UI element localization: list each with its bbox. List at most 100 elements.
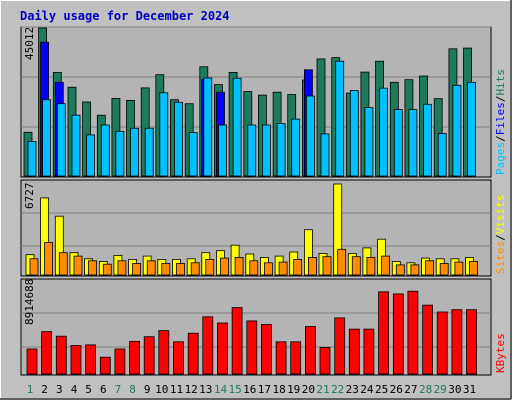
sites-bar [102, 263, 112, 276]
kbytes-bar [231, 307, 243, 375]
sites-bar [278, 261, 288, 276]
day-label: 17 [258, 383, 271, 396]
kbytes-bar [363, 328, 375, 375]
day-label: 31 [463, 383, 476, 396]
visits-ymax-label: 6727 [23, 183, 36, 210]
legend-hits: Hits [494, 69, 507, 96]
pages-bar [86, 134, 95, 177]
visits-bars [25, 183, 478, 276]
day-label: 24 [360, 383, 374, 396]
pages-bar [261, 124, 271, 177]
pages-bar [364, 107, 374, 177]
pages-bar [408, 109, 418, 177]
sites-bar [58, 252, 68, 276]
legend-kbytes: KBytes [494, 333, 507, 373]
day-label: 3 [56, 383, 63, 396]
pages-bar [56, 103, 66, 177]
sites-bar [161, 263, 171, 276]
sites-bar [73, 255, 83, 276]
pages-bar [276, 123, 286, 177]
kbytes-bar [217, 322, 228, 375]
kbytes-bar [260, 324, 272, 375]
kbytes-bar [334, 317, 346, 375]
pages-bar [27, 141, 37, 177]
kbytes-bar [143, 336, 155, 375]
pages-bar [188, 132, 198, 177]
kbytes-bar [187, 332, 199, 375]
pages-bar [379, 87, 389, 177]
day-label: 22 [331, 383, 344, 396]
day-label: 21 [316, 383, 329, 396]
sites-bar [322, 256, 332, 276]
pages-bar [349, 90, 359, 177]
pages-bar [247, 124, 257, 177]
day-label: 27 [404, 383, 417, 396]
pages-bar [452, 84, 462, 177]
hits-bars [23, 27, 476, 177]
sites-bar [117, 260, 127, 276]
kbytes-bar [319, 347, 331, 375]
kbytes-legend: KBytes [494, 333, 507, 373]
day-label: 30 [448, 383, 461, 396]
kbytes-ymax-label: 8914688 [23, 279, 36, 325]
svg-text:KBytes: KBytes [494, 333, 507, 373]
pages-bar [144, 127, 154, 177]
day-label: 14 [214, 383, 228, 396]
day-label: 16 [243, 383, 256, 396]
pages-bar [174, 101, 183, 177]
day-label: 8 [129, 383, 136, 396]
x-axis-labels: 1 2 3 4 5 6 7 8 9 10 11 12 13 14 15 16 17 18 19 20 21 22 23 24 2… [27, 383, 476, 396]
day-label: 19 [287, 383, 300, 396]
sites-bar [176, 263, 185, 276]
day-label: 9 [144, 383, 151, 396]
kbytes-bar [290, 341, 302, 375]
day-label: 28 [419, 383, 432, 396]
pages-bar [305, 95, 315, 177]
pages-bar [218, 124, 227, 177]
day-label: 26 [390, 383, 403, 396]
pages-bar [203, 77, 213, 177]
kbytes-bar [173, 341, 184, 375]
kbytes-bar [114, 348, 126, 375]
sites-bar [249, 260, 259, 276]
pages-bar [423, 103, 433, 177]
visits-panel: 6727 Sites/Visits [20, 179, 507, 277]
kbytes-bar [407, 290, 419, 375]
day-label: 6 [100, 383, 107, 396]
legend-visits: Visits [494, 195, 507, 235]
pages-bar [467, 81, 476, 177]
kbytes-bar [70, 344, 82, 375]
kbytes-bar [85, 344, 96, 375]
sites-bar [205, 258, 215, 276]
kbytes-bar [202, 316, 214, 375]
day-label: 25 [375, 383, 388, 396]
kbytes-bar [246, 320, 258, 375]
kbytes-bar [422, 304, 434, 375]
kbytes-bar [41, 331, 52, 375]
sites-bar [307, 256, 317, 276]
kbytes-bar [158, 330, 170, 375]
day-label: 4 [71, 383, 78, 396]
pages-bar [437, 133, 447, 177]
legend-sites: Sites [494, 241, 507, 274]
pages-bar [320, 133, 330, 177]
sites-bar [220, 257, 229, 276]
day-label: 2 [41, 383, 48, 396]
pages-bar [100, 124, 110, 177]
sites-bar [234, 256, 244, 276]
kbytes-bar [392, 293, 404, 375]
day-label: 11 [170, 383, 183, 396]
sites-bar [263, 262, 273, 276]
day-label: 12 [185, 383, 198, 396]
legend-pages: Pages [494, 142, 507, 175]
day-label: 15 [228, 383, 241, 396]
sites-bar [410, 264, 420, 276]
sites-bar [337, 248, 347, 276]
pages-bar [159, 92, 169, 177]
svg-text:Pages/Files/Hits: Pages/Files/Hits [494, 69, 507, 175]
sites-bar [469, 261, 478, 276]
kbytes-bar [26, 348, 38, 375]
kbytes-bar [55, 335, 67, 375]
sites-bar [190, 262, 200, 276]
sites-bar [132, 263, 142, 276]
